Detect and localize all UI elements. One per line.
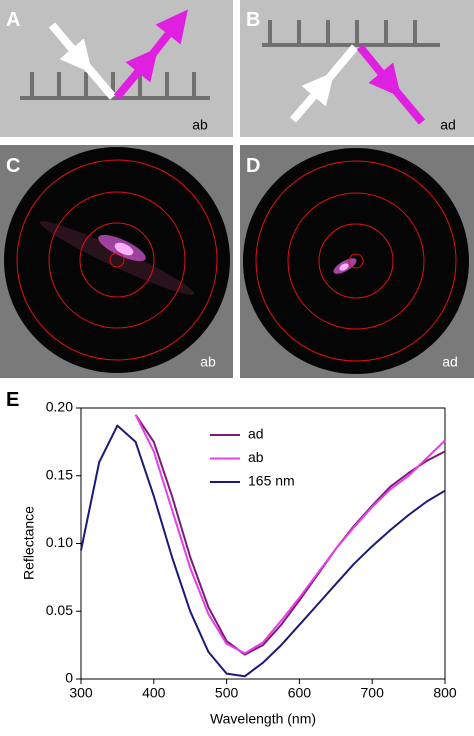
panel-c: C ab [0,145,233,378]
panel-b: B ad [240,0,474,137]
series-line [134,414,446,655]
panel-note: ab [192,117,208,133]
series-line [134,414,446,656]
y-tick-label: 0.10 [46,534,73,550]
panel-label: D [246,155,260,177]
x-tick-label: 500 [215,685,239,701]
panel-label: C [6,155,20,177]
y-tick-label: 0 [65,670,73,686]
legend-label: ab [248,449,264,465]
panel-label: E [6,389,19,411]
legend-label: 165 nm [248,473,295,489]
x-tick-label: 600 [288,685,312,701]
y-tick-label: 0.20 [46,399,73,415]
panel-d: D ad [240,145,474,378]
x-tick-label: 800 [433,685,457,701]
x-tick-label: 700 [361,685,385,701]
x-tick-label: 400 [142,685,166,701]
series-line [80,424,446,678]
y-axis-label: Reflectance [21,506,37,580]
legend-label: ad [248,426,264,442]
panel-a: A ab [0,0,233,137]
y-tick-label: 0.05 [46,602,73,618]
panel-label: A [6,9,20,31]
panel-label: B [246,9,260,31]
x-axis-label: Wavelength (nm) [210,711,316,727]
x-tick-label: 300 [69,685,93,701]
panel-note: ad [440,117,456,133]
panel-note: ab [200,354,216,370]
panel-note: ad [442,354,458,370]
y-tick-label: 0.15 [46,466,73,482]
